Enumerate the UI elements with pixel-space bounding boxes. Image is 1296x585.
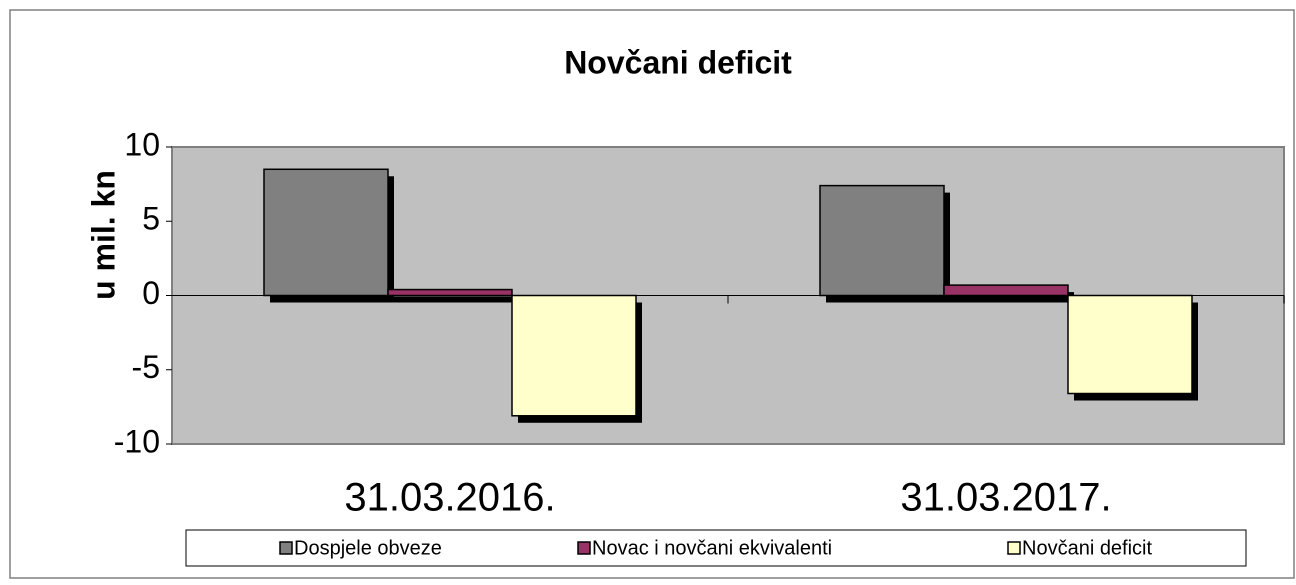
bar (511, 294, 637, 417)
bar (1067, 294, 1193, 395)
y-tick-label: -10 (114, 423, 160, 459)
y-tick-label: 5 (142, 201, 160, 237)
legend-swatch (1007, 541, 1021, 555)
x-tick-label: 31.03.2017. (900, 476, 1111, 520)
x-tick-label: 31.03.2016. (344, 476, 555, 520)
legend-swatch (279, 541, 293, 555)
bar-shadow (394, 296, 518, 303)
legend-label: Novac i novčani ekvivalenti (592, 537, 832, 559)
bar (263, 168, 389, 297)
chart-title: Novčani deficit (564, 44, 792, 80)
bar-shadow (950, 292, 1074, 303)
y-tick-label: 10 (124, 126, 160, 162)
y-axis-label: u mil. kn (85, 170, 121, 300)
legend-label: Novčani deficit (1022, 537, 1153, 559)
legend-swatch (577, 541, 591, 555)
y-tick-label: -5 (132, 349, 160, 385)
bar (819, 184, 945, 297)
bar (943, 284, 1069, 297)
bar (387, 288, 513, 297)
legend (185, 529, 1247, 567)
legend-label: Dospjele obveze (294, 537, 442, 559)
y-tick-label: 0 (142, 275, 160, 311)
